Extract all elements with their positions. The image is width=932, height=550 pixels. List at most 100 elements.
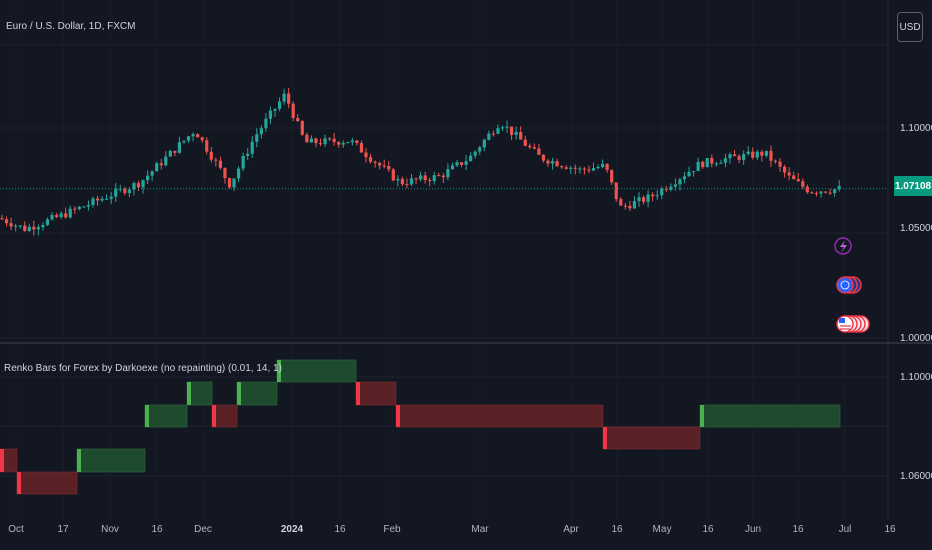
renko-box-edge (277, 360, 281, 382)
candle (77, 206, 81, 210)
renko-box-edge (603, 427, 607, 449)
candle (614, 182, 618, 200)
candle (801, 181, 805, 187)
candle (705, 157, 709, 168)
candle (237, 168, 241, 179)
candle (18, 225, 22, 227)
candle (246, 153, 250, 156)
candle (359, 143, 364, 153)
candle (833, 189, 837, 193)
candle (655, 195, 659, 197)
candle (114, 188, 118, 197)
x-axis-label: 16 (792, 524, 804, 535)
candle (805, 186, 809, 193)
candle (68, 208, 72, 218)
candle (828, 192, 832, 194)
candle (346, 142, 350, 144)
candle (414, 178, 418, 180)
candle (305, 134, 309, 143)
candle (505, 126, 509, 128)
renko-down-box (602, 426, 701, 450)
indicator-title[interactable]: Renko Bars for Forex by Darkoexe (no rep… (4, 363, 282, 374)
candle (769, 150, 773, 161)
candle (232, 178, 236, 188)
candle (601, 163, 605, 167)
candle (446, 169, 450, 178)
renko-box-edge (237, 382, 241, 405)
candle (127, 189, 131, 193)
candle (164, 156, 168, 166)
x-axis-label: Dec (194, 524, 212, 535)
x-axis-label: Mar (471, 524, 489, 535)
candle (4, 219, 9, 224)
candle (9, 223, 13, 227)
candle (300, 121, 304, 135)
x-axis-label: 16 (334, 524, 346, 535)
candle (532, 147, 536, 149)
us-flag-icon[interactable] (836, 315, 870, 333)
candle (45, 219, 50, 225)
candle (264, 118, 268, 129)
x-axis-label: May (652, 524, 672, 535)
candle (710, 157, 714, 164)
currency-button[interactable]: USD (897, 12, 923, 42)
candle (355, 140, 359, 144)
candle (469, 155, 473, 162)
candle (755, 151, 759, 158)
candle (500, 127, 505, 129)
candle (277, 101, 282, 109)
renko-box-edge (17, 472, 21, 494)
renko-box-edge (212, 405, 216, 427)
candle (523, 139, 527, 146)
candle (605, 163, 609, 170)
candle (86, 204, 91, 207)
candle (136, 183, 141, 188)
candle (746, 151, 750, 155)
renko-box-edge (356, 382, 360, 405)
x-axis-label: 2024 (280, 524, 304, 535)
renko-up-box (699, 404, 841, 428)
event-markers[interactable] (834, 237, 870, 333)
price-candles (0, 87, 841, 236)
renko-up-box (276, 359, 357, 383)
candle (810, 192, 814, 194)
x-axis-label: Jun (744, 524, 762, 535)
candle (400, 178, 404, 185)
candle (496, 128, 500, 134)
candle (428, 180, 432, 182)
candle (450, 165, 455, 170)
candle (23, 225, 27, 231)
candle (459, 162, 464, 165)
candle (328, 138, 332, 140)
candle (405, 184, 409, 186)
candle (714, 163, 718, 165)
symbol-title[interactable]: Euro / U.S. Dollar, 1D, FXCM (6, 21, 136, 32)
candle (291, 103, 295, 118)
candle (423, 175, 427, 181)
candle (728, 154, 732, 159)
candle (64, 213, 68, 218)
candle (737, 156, 741, 160)
candle (623, 205, 627, 207)
renko-box-edge (0, 449, 4, 472)
candle (792, 175, 796, 180)
candle (73, 208, 77, 210)
candle (268, 110, 273, 119)
candle (432, 175, 436, 182)
candle (610, 169, 614, 183)
candle (350, 140, 354, 143)
x-axis-label: Feb (383, 524, 401, 535)
candle (441, 175, 445, 178)
candle (437, 175, 441, 177)
x-axis-label: Jul (838, 524, 852, 535)
candle (455, 162, 459, 166)
candle (41, 224, 45, 228)
renko-up-box (236, 381, 278, 406)
candle (591, 168, 596, 171)
renko-down-box (355, 381, 397, 406)
globe-icon[interactable] (836, 276, 862, 294)
lightning-icon[interactable] (834, 237, 852, 255)
candle (109, 196, 113, 199)
candle (560, 166, 564, 168)
